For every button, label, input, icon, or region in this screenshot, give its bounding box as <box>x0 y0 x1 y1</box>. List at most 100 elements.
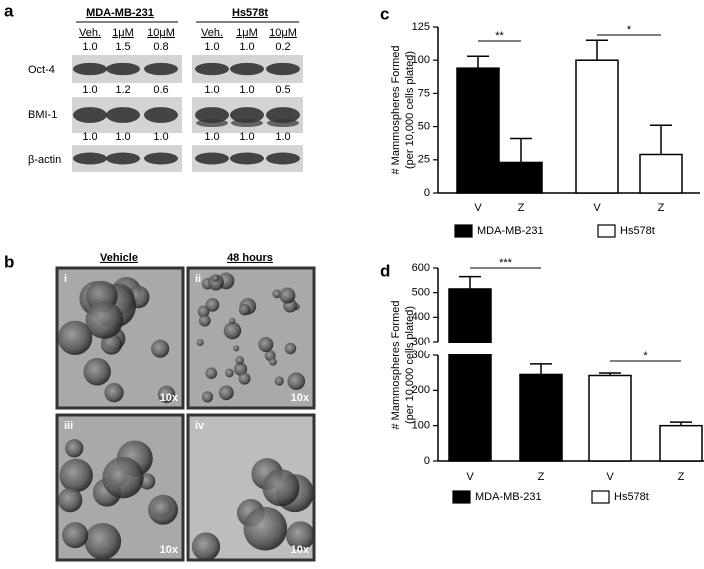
axis-break <box>426 343 704 354</box>
spheroid <box>85 301 124 339</box>
spheroid <box>258 337 274 353</box>
band-ratio: 1.0 <box>204 131 219 143</box>
spheroid <box>84 522 122 560</box>
spheroid <box>284 342 297 355</box>
y-tick-label: 0 <box>424 187 430 199</box>
spheroid <box>286 521 315 551</box>
y-tick-label: 50 <box>418 121 430 133</box>
band <box>230 152 264 165</box>
spheroid <box>205 297 220 312</box>
band <box>195 107 229 123</box>
image-label: ii <box>195 273 201 285</box>
spheroid <box>233 362 248 376</box>
bar <box>519 373 563 462</box>
bar <box>448 288 492 462</box>
panel-label: d <box>380 261 390 280</box>
band <box>196 119 228 127</box>
y-axis-label: (per 10,000 cells plated) <box>404 51 416 169</box>
image-label: iii <box>64 420 73 432</box>
y-tick-label: 600 <box>412 262 430 274</box>
spheroid <box>148 494 179 525</box>
column-heading: 48 hours <box>227 252 273 264</box>
band <box>230 62 264 76</box>
significance-label: * <box>627 24 632 36</box>
band <box>231 119 263 127</box>
band <box>266 152 300 165</box>
spheroid <box>272 289 282 299</box>
bar <box>588 374 632 462</box>
cell-line-heading: Hs578t <box>232 7 268 19</box>
treatment-label: 10μM <box>147 27 175 39</box>
band <box>73 107 107 123</box>
spheroid <box>218 385 234 401</box>
x-tick-label: V <box>466 471 474 483</box>
protein-label: BMI-1 <box>28 109 57 121</box>
image-label: iv <box>195 420 205 432</box>
y-tick-label: 300 <box>412 349 430 361</box>
band-ratio: 1.0 <box>204 84 219 96</box>
micrograph-border <box>186 413 316 562</box>
x-tick-label: Z <box>538 471 545 483</box>
bar <box>499 161 543 194</box>
x-tick-label: Z <box>518 202 525 214</box>
band-ratio: 1.0 <box>239 131 254 143</box>
spheroid <box>59 458 93 493</box>
micrograph-border <box>186 266 316 410</box>
panel-label: a <box>4 1 14 20</box>
spheroid <box>279 287 296 304</box>
x-tick-label: V <box>474 202 482 214</box>
y-axis-label: # Mammospheres Formed <box>390 46 402 175</box>
significance-label: *** <box>499 257 513 269</box>
legend-swatch <box>597 224 616 238</box>
cell-line-heading: MDA-MB-231 <box>86 7 154 19</box>
spheroid <box>233 345 240 352</box>
spheroid <box>157 385 176 404</box>
band-ratio: 1.0 <box>239 41 254 53</box>
protein-label: β-actin <box>28 154 61 166</box>
panel-label: b <box>4 252 14 271</box>
band <box>267 119 299 127</box>
band <box>144 152 178 165</box>
magnification: 10x <box>291 392 310 404</box>
band <box>106 152 140 165</box>
spheroid <box>102 457 144 499</box>
spheroid <box>62 522 89 549</box>
band-ratio: 1.0 <box>153 131 168 143</box>
x-tick-label: Z <box>678 471 685 483</box>
band-ratio: 1.0 <box>82 41 97 53</box>
x-tick-label: V <box>593 202 601 214</box>
band <box>195 62 229 76</box>
bar <box>659 424 703 462</box>
band <box>106 107 140 123</box>
band <box>106 62 140 76</box>
spheroid <box>104 382 124 403</box>
band <box>266 62 300 76</box>
bar <box>456 67 500 194</box>
treatment-label: Veh. <box>79 27 101 39</box>
x-tick-label: Z <box>658 202 665 214</box>
bar <box>575 59 619 194</box>
legend-label: MDA-MB-231 <box>475 491 542 503</box>
spheroid <box>235 356 245 365</box>
legend-label: Hs578t <box>620 225 655 237</box>
legend-swatch <box>454 224 473 238</box>
band-ratio: 1.0 <box>82 131 97 143</box>
spheroid <box>243 506 288 551</box>
band <box>73 152 107 165</box>
y-tick-label: 125 <box>412 21 430 33</box>
spheroid <box>287 372 306 391</box>
band <box>73 62 107 76</box>
band-ratio: 1.0 <box>275 131 290 143</box>
treatment-label: 1μM <box>112 27 134 39</box>
significance-label: * <box>643 350 648 362</box>
band-ratio: 0.5 <box>275 84 290 96</box>
band-ratio: 1.0 <box>239 84 254 96</box>
y-axis-label: (per 10,000 cells plated) <box>404 306 416 424</box>
spheroid <box>269 357 277 366</box>
magnification: 10x <box>291 544 310 556</box>
legend-label: Hs578t <box>614 491 649 503</box>
spheroid <box>211 274 220 282</box>
magnification: 10x <box>160 544 179 556</box>
